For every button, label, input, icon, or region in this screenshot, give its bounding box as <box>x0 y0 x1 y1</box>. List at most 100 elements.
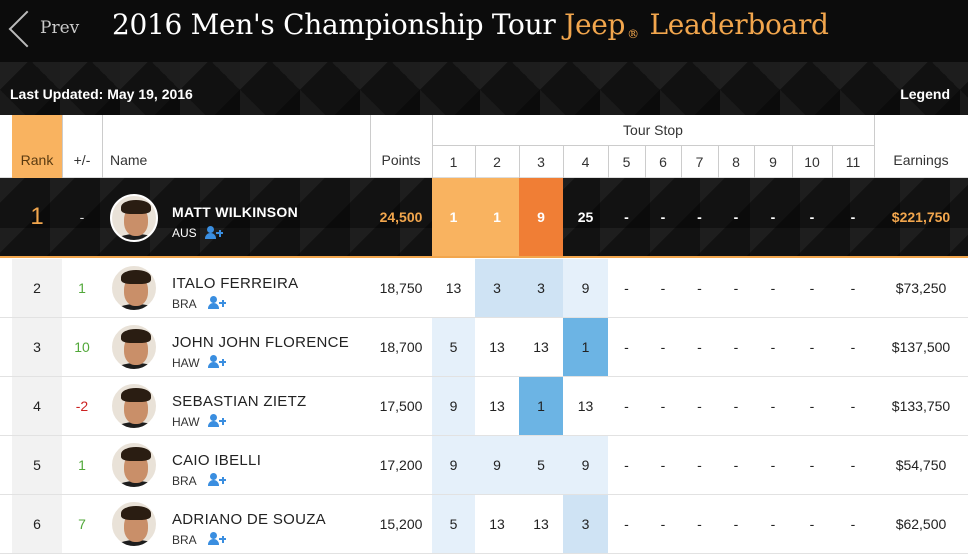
stop-result: 13 <box>533 516 549 532</box>
athlete-name[interactable]: SEBASTIAN ZIETZ <box>172 393 307 410</box>
stop-result: - <box>697 457 702 473</box>
column-header-stop-5: 5 <box>622 154 631 170</box>
stop-result: - <box>624 516 629 532</box>
title-suffix: Leaderboard <box>649 8 829 41</box>
prev-button[interactable]: Prev <box>8 8 88 54</box>
athlete-country: BRA <box>172 533 197 547</box>
follow-athlete-icon[interactable] <box>208 414 226 428</box>
change-value: 1 <box>78 457 86 473</box>
stop-result: 5 <box>432 495 475 553</box>
avatar-hair <box>121 270 151 284</box>
points-value: 24,500 <box>379 209 423 225</box>
stop-result: - <box>809 339 815 355</box>
stop-result: - <box>850 280 856 296</box>
stop-result: 9 <box>432 377 475 435</box>
athlete-name[interactable]: MATT WILKINSON <box>172 204 299 220</box>
stop-result: 13 <box>489 516 505 532</box>
column-header-name[interactable]: Name <box>110 152 148 168</box>
stop-result: - <box>697 398 702 414</box>
title-brand: Jeep <box>564 8 626 41</box>
table-row[interactable]: 2 1 ITALO FERREIRA BRA 18,750 13 3 3 9- - - - - - - $73… <box>0 259 968 318</box>
earnings-value: $133,750 <box>891 398 951 414</box>
title-main: 2016 Men's Championship Tour <box>112 8 556 41</box>
rank-value: 1 <box>30 203 44 230</box>
stop-result: - <box>624 339 629 355</box>
stop-result: - <box>770 457 776 473</box>
stop-result: - <box>660 516 666 532</box>
follow-athlete-icon[interactable] <box>208 473 226 487</box>
stop-result: - <box>660 339 666 355</box>
stop-result: 5 <box>432 318 475 376</box>
column-header-stop-9: 9 <box>769 154 777 170</box>
avatar-hair <box>121 506 151 520</box>
stop-result: - <box>770 398 776 414</box>
stop-result: 13 <box>489 339 505 355</box>
follow-athlete-icon[interactable] <box>208 532 226 546</box>
column-header-stop-11: 11 <box>845 154 861 170</box>
column-header-stop-4: 4 <box>581 154 590 170</box>
column-header-change[interactable]: +/- <box>73 152 91 168</box>
stop-result: - <box>809 398 815 414</box>
avatar <box>110 500 158 548</box>
stop-result: - <box>850 339 856 355</box>
table-row[interactable]: 6 7 ADRIANO DE SOUZA BRA 15,200 5 13 13 3- - - - - - -… <box>0 495 968 554</box>
avatar <box>110 323 158 371</box>
stop-result: 13 <box>533 339 549 355</box>
column-header-stop-10: 10 <box>804 154 820 170</box>
stop-result: - <box>733 516 739 532</box>
change-value: - <box>79 209 85 225</box>
stop-result: 3 <box>519 259 563 317</box>
rank-value: 6 <box>33 516 41 532</box>
rank-column-bg <box>12 495 62 553</box>
stop-result: - <box>697 339 702 355</box>
stop-result: - <box>697 516 702 532</box>
column-header-earnings[interactable]: Earnings <box>893 152 949 168</box>
change-value: 10 <box>74 339 90 355</box>
avatar-shirt <box>116 481 156 487</box>
table-row[interactable]: 5 1 CAIO IBELLI BRA 17,200 9 9 5 9- - - - - - - $54,750 <box>0 436 968 495</box>
stop-result: 5 <box>519 436 563 494</box>
stop-result: - <box>624 398 629 414</box>
column-header-rank[interactable]: Rank <box>12 115 62 178</box>
stop-result: - <box>624 457 629 473</box>
points-value: 15,200 <box>379 516 423 532</box>
leader-row[interactable]: 1- MATT WILKINSON AUS 24,500 1 1 9 25- - - - - - - $22… <box>0 178 968 258</box>
table-row[interactable]: 4 -2 SEBASTIAN ZIETZ HAW 17,500 9 13 1 13 - - - - - - -… <box>0 377 968 436</box>
stop-result: 1 <box>432 178 475 256</box>
athlete-name[interactable]: JOHN JOHN FLORENCE <box>172 334 350 351</box>
stop-result: 13 <box>445 280 462 296</box>
points-value: 17,500 <box>379 398 423 414</box>
athlete-name[interactable]: CAIO IBELLI <box>172 452 262 469</box>
stop-result: - <box>733 457 739 473</box>
stop-result: - <box>624 280 629 296</box>
follow-athlete-icon[interactable] <box>208 355 226 369</box>
stop-result: - <box>850 398 856 414</box>
follow-athlete-icon[interactable] <box>205 226 223 240</box>
stop-result: 9 <box>563 259 608 317</box>
stop-result: 9 <box>563 436 608 494</box>
stop-result: 3 <box>563 495 608 553</box>
athlete-name[interactable]: ITALO FERREIRA <box>172 275 299 292</box>
stop-result: - <box>660 209 666 225</box>
rank-column-bg <box>12 377 62 435</box>
rank-column-bg <box>12 318 62 376</box>
avatar-shirt <box>116 540 156 546</box>
stop-result: - <box>660 398 666 414</box>
athlete-name[interactable]: ADRIANO DE SOUZA <box>172 511 326 528</box>
avatar-shirt <box>116 234 156 240</box>
avatar-shirt <box>116 363 156 369</box>
athlete-country: BRA <box>172 297 197 311</box>
stop-result: - <box>850 516 856 532</box>
stop-result: 9 <box>432 436 475 494</box>
stop-result: 9 <box>475 436 519 494</box>
table-row[interactable]: 3 10 JOHN JOHN FLORENCE HAW 18,700 5 13 13 1- - - -… <box>0 318 968 377</box>
follow-athlete-icon[interactable] <box>208 296 226 310</box>
stop-result: - <box>809 516 815 532</box>
athlete-country: AUS <box>172 226 197 240</box>
stop-result: - <box>733 209 739 225</box>
legend-link[interactable]: Legend <box>900 86 950 102</box>
stop-result: - <box>770 516 776 532</box>
stop-result: - <box>624 209 629 225</box>
rank-value: 5 <box>33 457 41 473</box>
column-header-points[interactable]: Points <box>381 152 421 168</box>
